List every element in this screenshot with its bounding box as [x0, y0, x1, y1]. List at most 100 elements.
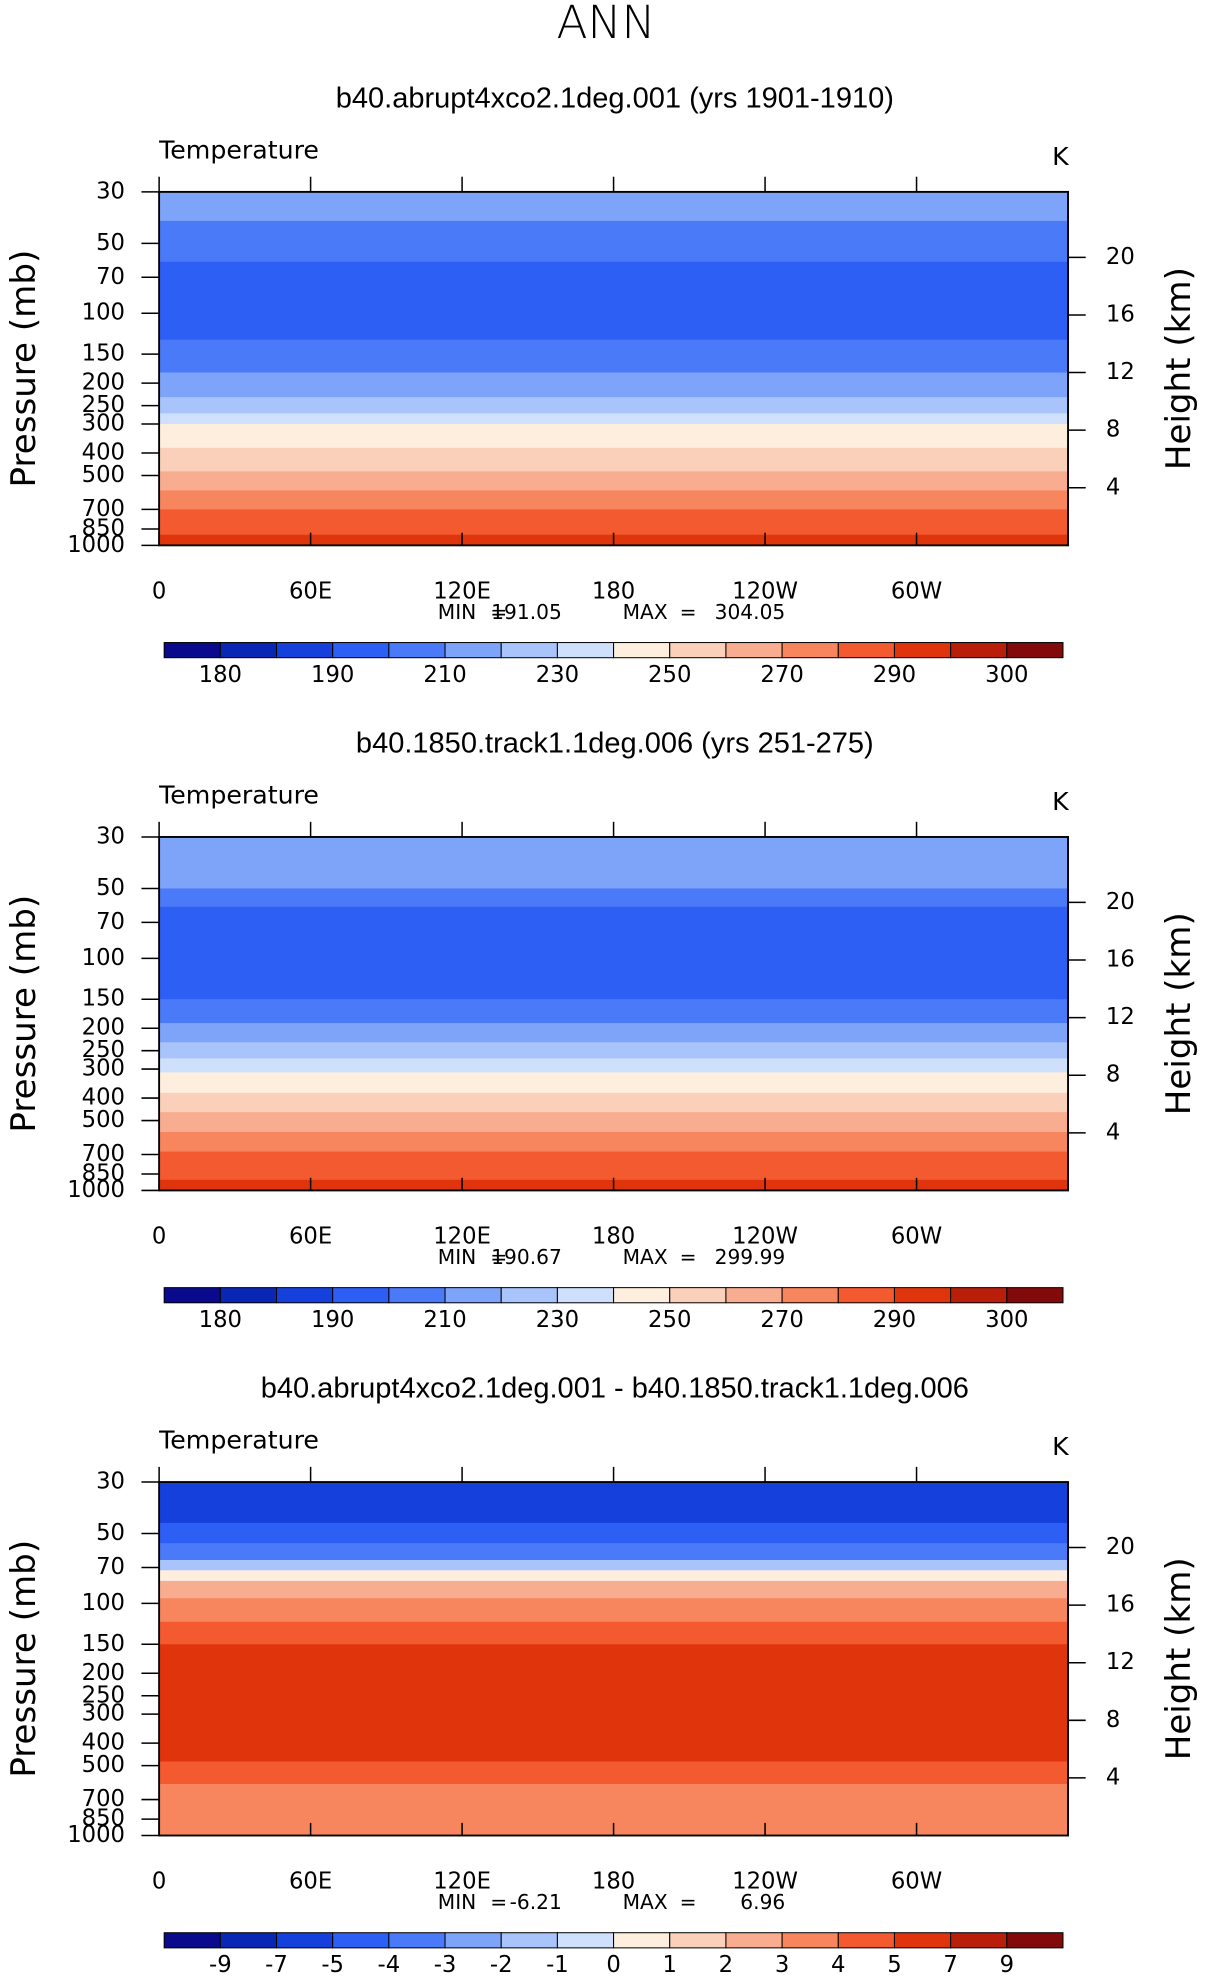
colorbar-label: 1 [663, 1952, 677, 1978]
x-tick-label: 0 [152, 579, 166, 605]
y2-tick-label: 20 [1106, 244, 1135, 270]
y2-tick-label: 8 [1106, 1707, 1120, 1733]
panel-title: b40.abrupt4xco2.1deg.001 (yrs 1901-1910) [336, 82, 894, 114]
equals: = [680, 1890, 697, 1914]
y-tick-label: 200 [82, 1015, 125, 1041]
max-value: 6.96 [740, 1890, 785, 1914]
contour-band [159, 1092, 1069, 1113]
contour-band [159, 1072, 1069, 1094]
colorbar-label: 4 [831, 1952, 845, 1978]
units-label: K [1052, 1432, 1070, 1461]
equals: = [490, 1245, 507, 1269]
contour-band [159, 1112, 1069, 1133]
colorbar-label: -3 [434, 1952, 457, 1978]
y-tick-label: 400 [82, 1730, 125, 1756]
y-tick-label: 50 [96, 230, 125, 256]
y2-tick-label: 16 [1106, 1592, 1135, 1618]
y-tick-label: 1000 [67, 532, 125, 558]
y-tick-label: 300 [82, 1056, 125, 1082]
contour-band [159, 522, 1069, 536]
min-label: MIN [438, 1245, 476, 1269]
y2-tick-label: 20 [1106, 889, 1135, 915]
colorbar-box [1006, 1932, 1064, 1949]
figure-title: ANN [556, 0, 655, 49]
contour-band [159, 509, 1069, 524]
y2-tick-label: 8 [1106, 417, 1120, 443]
x-tick-label: 60E [289, 1869, 332, 1895]
colorbar-label: 0 [606, 1952, 620, 1978]
colorbar-box [669, 1932, 727, 1949]
y-tick-label: 100 [82, 945, 125, 971]
y2-tick-label: 20 [1106, 1534, 1135, 1560]
colorbar-box [163, 642, 221, 659]
contour-band [159, 1621, 1069, 1645]
y-tick-label: 250 [82, 1037, 125, 1063]
colorbar-box [613, 1287, 671, 1304]
y2-axis-label: Height (km) [1159, 1557, 1199, 1760]
colorbar-box [219, 1932, 278, 1949]
colorbar-label: -9 [209, 1952, 232, 1978]
contour-band [159, 1482, 1069, 1524]
min-value: -6.21 [510, 1890, 562, 1914]
colorbar-box [669, 642, 727, 659]
y2-axis-label: Height (km) [1159, 912, 1199, 1115]
x-tick-label: 120W [732, 579, 798, 605]
colorbar-label: 7 [943, 1952, 957, 1978]
contour-band [159, 339, 1069, 374]
contour-band [159, 1131, 1069, 1153]
colorbar-box [781, 1287, 839, 1304]
y-tick-label: 400 [82, 1085, 125, 1111]
y2-axis-label: Height (km) [1159, 267, 1199, 470]
units-label: K [1052, 787, 1070, 816]
equals: = [680, 600, 697, 624]
colorbar-box [276, 642, 334, 659]
panel-title: b40.abrupt4xco2.1deg.001 - b40.1850.trac… [261, 1373, 969, 1405]
y-tick-label: 150 [82, 986, 125, 1012]
max-value: 304.05 [715, 600, 786, 624]
y-tick-label: 150 [82, 341, 125, 367]
colorbar-box [781, 642, 839, 659]
x-tick-label: 0 [152, 1869, 166, 1895]
y2-tick-label: 16 [1106, 301, 1135, 327]
y-tick-label: 70 [96, 909, 125, 935]
min-label: MIN [438, 1890, 476, 1914]
contour-band [159, 906, 1069, 1000]
contour-band [159, 1167, 1069, 1181]
contour-band [159, 423, 1069, 449]
y-axis-label: Pressure (mb) [4, 895, 44, 1133]
contour-band [159, 471, 1069, 492]
y2-tick-label: 4 [1106, 474, 1120, 500]
y-tick-label: 50 [96, 1520, 125, 1546]
contour-band [159, 220, 1069, 263]
contour-band [159, 836, 1069, 890]
contour-band [159, 1151, 1069, 1169]
contour-band [159, 1058, 1069, 1074]
min-label: MIN [438, 600, 476, 624]
x-tick-label: 120W [732, 1224, 798, 1250]
equals: = [490, 1890, 507, 1914]
colorbar-label: 300 [985, 662, 1028, 688]
contour-band [159, 191, 1069, 222]
y-tick-label: 500 [82, 462, 125, 488]
colorbar-label: 2 [719, 1952, 733, 1978]
colorbar-box [500, 642, 558, 659]
x-tick-label: 60W [891, 579, 942, 605]
x-tick-label: 180 [592, 1224, 635, 1250]
colorbar-label: 300 [985, 1307, 1028, 1333]
equals: = [490, 600, 507, 624]
colorbar-label: 190 [311, 1307, 354, 1333]
x-tick-label: 60E [289, 1224, 332, 1250]
colorbar-label: 270 [760, 1307, 803, 1333]
contour-band [159, 447, 1069, 472]
panel-title: b40.1850.track1.1deg.006 (yrs 251-275) [356, 727, 874, 759]
variable-label: Temperature [158, 1426, 319, 1455]
y-tick-label: 30 [96, 823, 125, 849]
contour-band [159, 1644, 1069, 1763]
colorbar-box [219, 1287, 278, 1304]
colorbar-label: 290 [873, 662, 916, 688]
x-tick-label: 60W [891, 1224, 942, 1250]
y-tick-label: 30 [96, 178, 125, 204]
y-tick-label: 100 [82, 300, 125, 326]
x-tick-label: 60W [891, 1869, 942, 1895]
colorbar-label: 250 [648, 662, 691, 688]
